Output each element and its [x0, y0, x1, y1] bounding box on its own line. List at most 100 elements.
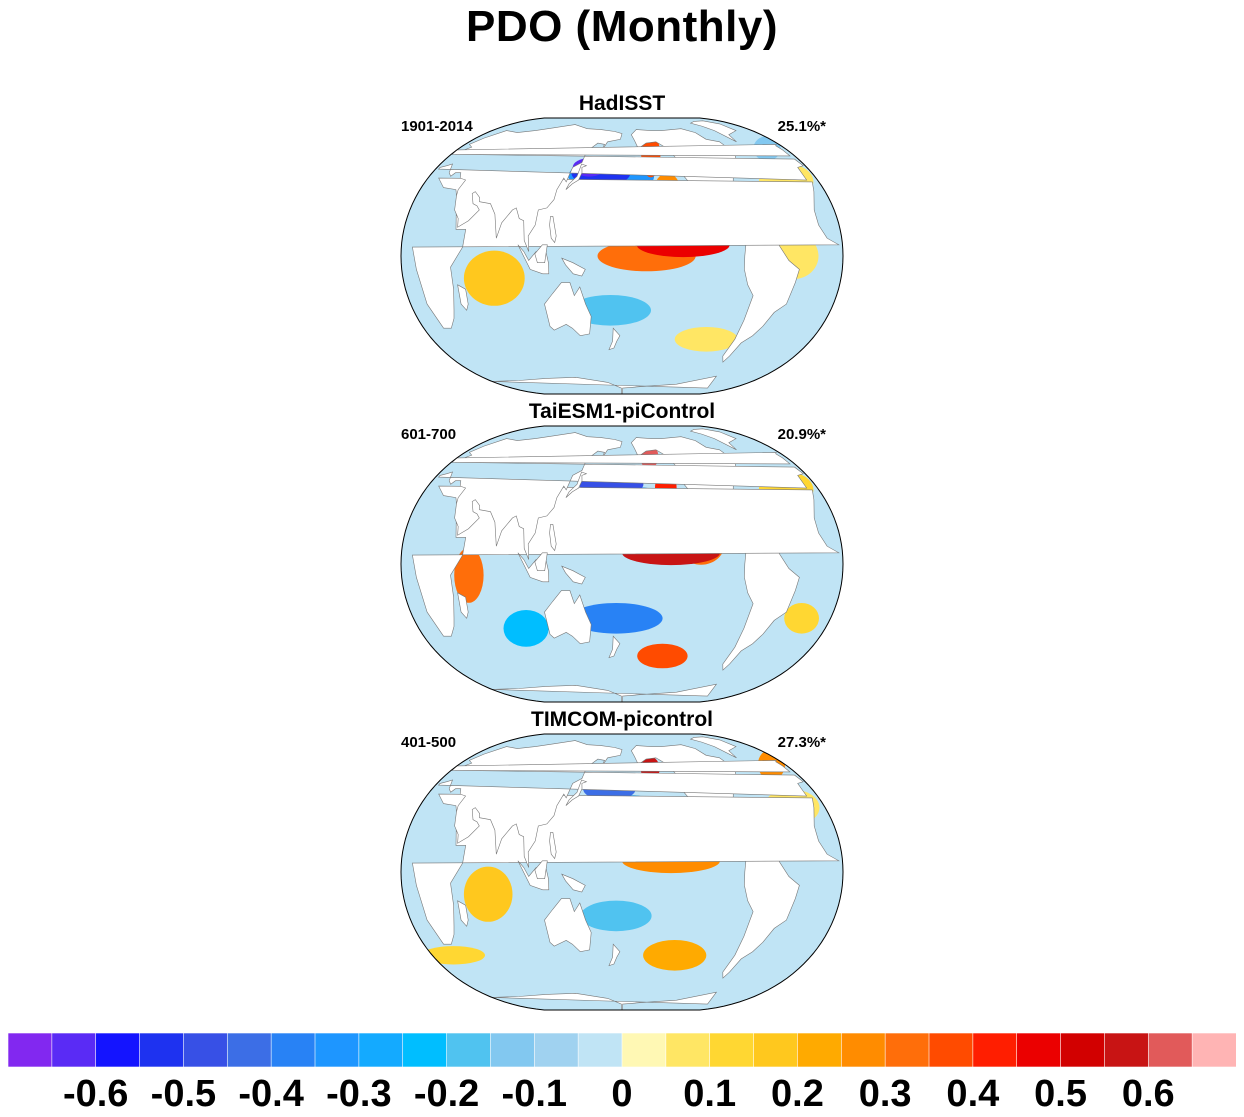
- colorbar-swatch: [1104, 1033, 1150, 1067]
- colorbar-tick-label: -0.5: [150, 1073, 217, 1115]
- colorbar-tick-label: 0.5: [1034, 1073, 1087, 1115]
- panel-years: 1901-2014: [401, 118, 473, 135]
- map-outline: [400, 733, 844, 1011]
- colorbar-tick-label: 0: [611, 1073, 633, 1115]
- positive-anomaly-region: [643, 940, 707, 971]
- robinson-map: [400, 425, 844, 703]
- landmass-japan: [565, 779, 588, 806]
- colorbar-tick-label: -0.3: [326, 1073, 392, 1115]
- landmass-madagascar: [457, 284, 469, 311]
- landmass-japan: [565, 471, 588, 498]
- negative-anomaly-region: [580, 900, 652, 932]
- landmass-philippines: [549, 832, 557, 860]
- landmass-antarctica: [492, 375, 718, 394]
- landmass-eurasia: [437, 432, 808, 560]
- panel-title: TaiESM1-piControl: [528, 400, 716, 423]
- landmass-south-america: [722, 229, 800, 363]
- landmass-south-america: [722, 845, 800, 979]
- colorbar-swatch: [972, 1033, 1018, 1067]
- landmass-uk: [451, 760, 791, 773]
- positive-anomaly-region: [463, 866, 513, 922]
- landmass-australia: [544, 282, 592, 337]
- colorbar-swatch: [621, 1033, 667, 1067]
- colorbar-swatch: [1060, 1033, 1106, 1067]
- landmass-greenland: [689, 736, 737, 759]
- colorbar-swatch: [139, 1033, 185, 1067]
- landmass-borneo: [534, 860, 548, 879]
- positive-anomaly-region: [674, 327, 738, 352]
- colorbar-tick-label: 0.6: [1121, 1073, 1175, 1115]
- colorbar-swatch: [533, 1033, 579, 1067]
- landmass-new-guinea: [561, 257, 586, 277]
- panel-title: TIMCOM-picontrol: [531, 708, 713, 731]
- colorbar-swatch: [928, 1033, 974, 1067]
- colorbar-swatch: [358, 1033, 404, 1067]
- landmass-uk: [451, 144, 791, 157]
- figure-title: PDO (Monthly): [465, 2, 778, 51]
- positive-anomaly-region: [637, 643, 688, 669]
- colorbar-swatch: [797, 1033, 843, 1067]
- colorbar-swatch: [1016, 1033, 1062, 1067]
- landmass-greenland: [689, 428, 737, 451]
- landmass-philippines: [549, 216, 557, 244]
- colorbar-tick-label: -0.1: [501, 1073, 568, 1115]
- panel-variance: 20.9%*: [777, 426, 826, 443]
- panel-years: 601-700: [401, 426, 457, 443]
- colorbar-swatch: [402, 1033, 448, 1067]
- landmass-australia: [544, 590, 592, 645]
- colorbar-tick-label: -0.2: [413, 1073, 480, 1115]
- colorbar-tick-label: 0.1: [683, 1073, 737, 1115]
- landmass-madagascar: [457, 900, 469, 927]
- robinson-map: [400, 117, 844, 395]
- colorbar-swatch: [884, 1033, 930, 1067]
- colorbar-swatch: [446, 1033, 492, 1067]
- colorbar-tick-label: 0.2: [771, 1073, 824, 1115]
- landmass-eurasia: [437, 740, 808, 868]
- landmass-philippines: [549, 524, 557, 552]
- colorbar-swatch: [577, 1033, 623, 1067]
- landmass-new-zealand: [608, 635, 621, 659]
- colorbar-tick-label: -0.6: [62, 1073, 129, 1115]
- colorbar-swatch: [270, 1033, 316, 1067]
- landmass-antarctica: [492, 683, 718, 702]
- robinson-map: [400, 733, 844, 1011]
- colorbar-swatch: [753, 1033, 799, 1067]
- negative-anomaly-region: [503, 610, 549, 647]
- landmass-antarctica: [492, 991, 718, 1010]
- landmass-new-guinea: [561, 565, 586, 585]
- map-outline: [400, 117, 844, 395]
- colorbar-swatch: [665, 1033, 711, 1067]
- landmass-new-guinea: [561, 873, 586, 893]
- colorbar-swatch: [314, 1033, 360, 1067]
- colorbar-swatch: [1191, 1033, 1236, 1067]
- colorbar-tick-label: -0.4: [238, 1073, 304, 1115]
- landmass-borneo: [534, 244, 548, 263]
- negative-anomaly-region: [569, 603, 663, 634]
- colorbar-tick-label: 0.4: [946, 1073, 1000, 1115]
- landmass-south-america: [722, 537, 800, 671]
- colorbar-swatch: [95, 1033, 141, 1067]
- map-panel-hadisst: HadISST 1901-2014 25.1%*: [380, 92, 864, 402]
- map-panel-timcom: TIMCOM-picontrol 401-500 27.3%*: [380, 708, 864, 1018]
- colorbar-tick-label: 0.3: [858, 1073, 912, 1115]
- landmass-new-zealand: [608, 943, 621, 967]
- landmass-eurasia: [437, 124, 808, 252]
- landmass-madagascar: [457, 592, 469, 619]
- colorbar-swatch: [226, 1033, 272, 1067]
- colorbar-swatch: [840, 1033, 886, 1067]
- panel-years: 401-500: [401, 734, 457, 751]
- map-panel-taiesm1: TaiESM1-piControl 601-700 20.9%*: [380, 400, 864, 710]
- colorbar-swatch: [490, 1033, 536, 1067]
- panel-title: HadISST: [578, 92, 666, 115]
- panel-variance: 25.1%*: [777, 118, 826, 135]
- colorbar: [8, 1033, 1236, 1067]
- colorbar-swatch: [1147, 1033, 1193, 1067]
- colorbar-swatch: [183, 1033, 229, 1067]
- landmass-japan: [565, 163, 588, 190]
- map-outline: [400, 425, 844, 703]
- colorbar-swatch: [8, 1033, 53, 1067]
- landmass-australia: [544, 898, 592, 953]
- positive-anomaly-region: [463, 250, 525, 306]
- landmass-new-zealand: [608, 327, 621, 351]
- landmass-borneo: [534, 552, 548, 571]
